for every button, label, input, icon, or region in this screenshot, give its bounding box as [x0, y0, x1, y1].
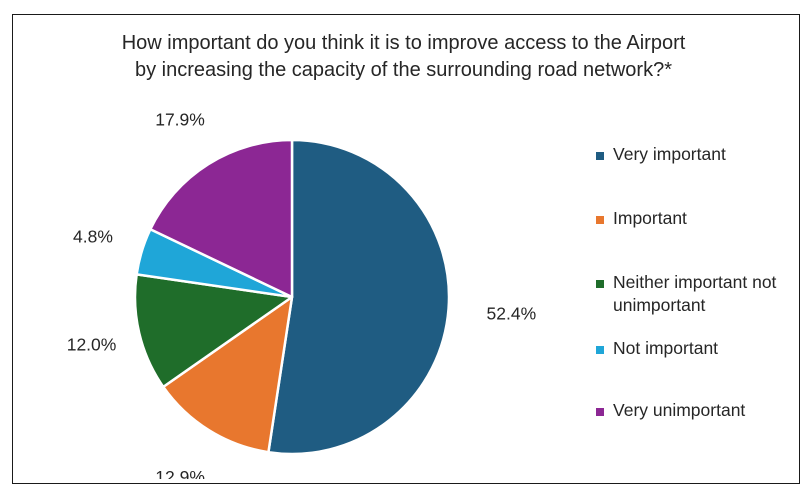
legend-label-very-important: Very important	[613, 144, 726, 164]
data-label-very-unimportant: 17.9%	[155, 109, 205, 129]
legend-swatch-very-unimportant	[596, 408, 604, 416]
data-label-very-important: 52.4%	[487, 304, 537, 324]
legend-label-very-unimportant: Very unimportant	[613, 400, 746, 420]
data-label-important: 12.9%	[155, 467, 205, 479]
legend-swatch-not-important	[596, 346, 604, 354]
chart-title-line-1: How important do you think it is to impr…	[121, 32, 686, 54]
legend-swatch-very-important	[596, 152, 604, 160]
legend-label-neither: Neither important not unimportant	[613, 272, 777, 315]
legend-label-not-important: Not important	[613, 338, 719, 358]
legend-swatch-important	[596, 216, 604, 224]
data-label-not-important: 4.8%	[73, 226, 113, 246]
pie-slice-neither	[133, 273, 294, 389]
legend-swatch-neither	[596, 280, 604, 288]
legend-label-important: Important	[613, 208, 687, 228]
data-label-neither: 12.0%	[67, 334, 117, 354]
pie-slice-very-important	[267, 138, 451, 456]
pie-slice-very-unimportant	[149, 138, 294, 299]
chart-title: How important do you think it is to impr…	[0, 30, 807, 84]
chart-title-line-2: by increasing the capacity of the surrou…	[135, 59, 672, 81]
pie-slice-important	[162, 295, 294, 454]
